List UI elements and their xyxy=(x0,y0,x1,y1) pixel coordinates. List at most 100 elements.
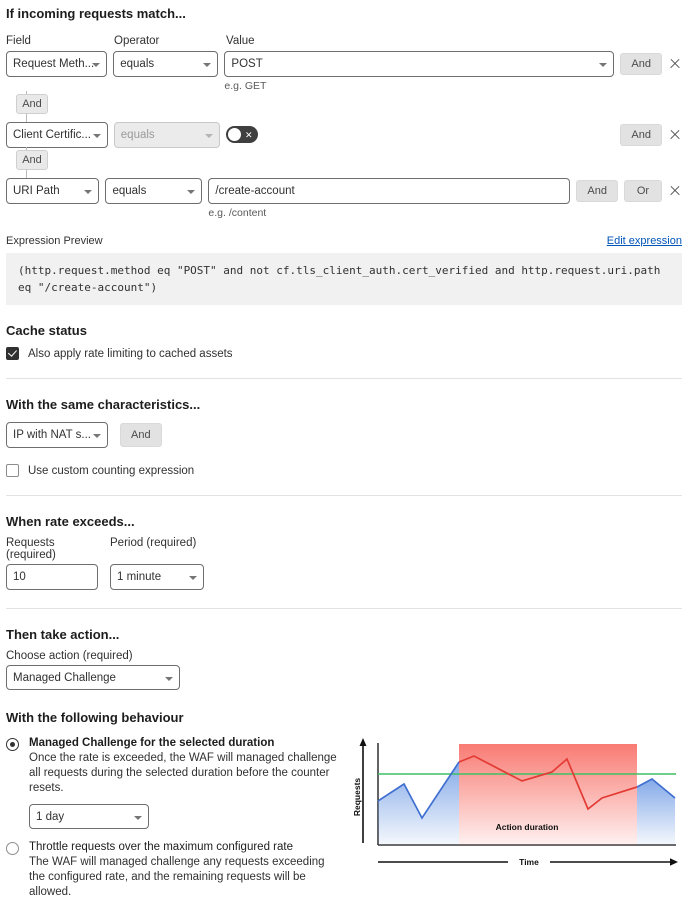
operator-select-2: equals xyxy=(113,122,220,148)
operator-select-1[interactable]: equals xyxy=(113,51,219,77)
choose-action-label: Choose action (required) xyxy=(6,650,133,662)
field-select-3[interactable]: URI Path xyxy=(6,178,100,204)
custom-counting-row[interactable]: Use custom counting expression xyxy=(6,464,682,477)
cache-checkbox[interactable] xyxy=(6,347,19,360)
cache-checkbox-label: Also apply rate limiting to cached asset… xyxy=(28,347,233,360)
behaviour-content: Managed Challenge for the selected durat… xyxy=(6,735,682,900)
period-label: Period (required) xyxy=(110,537,197,549)
value-input-3[interactable]: /create-account xyxy=(208,178,571,204)
choose-action-select[interactable]: Managed Challenge xyxy=(6,665,180,690)
value-toggle-2[interactable]: ✕ xyxy=(225,126,258,143)
field-select-2[interactable]: Client Certific... xyxy=(6,122,108,148)
requests-input[interactable]: 10 xyxy=(6,564,98,590)
y-axis-arrowhead xyxy=(359,738,367,746)
row-actions-1: And xyxy=(620,51,682,77)
rule-row-1: Request Meth... equals POST e.g. GET And xyxy=(6,51,682,92)
chevron-down-icon xyxy=(134,815,142,820)
value-hint-1: e.g. GET xyxy=(224,80,267,92)
rule-row-2: Client Certific... equals ✕ And xyxy=(6,122,682,148)
behaviour-option-2[interactable]: Throttle requests over the maximum confi… xyxy=(6,841,346,900)
period-select-value: 1 minute xyxy=(117,571,162,583)
chevron-down-icon xyxy=(92,134,101,138)
field-select-3-value: URI Path xyxy=(13,185,60,197)
characteristics-row: IP with NAT s... And xyxy=(6,422,682,448)
rate-limit-illustration-svg: Requests Action du xyxy=(352,738,678,869)
behaviour-option-1-body: Managed Challenge for the selected durat… xyxy=(29,737,341,829)
value-select-1-value: POST xyxy=(231,58,263,70)
characteristics-title: With the same characteristics... xyxy=(6,397,201,412)
connector-and-button-2[interactable]: And xyxy=(16,150,48,170)
divider-1 xyxy=(6,378,682,379)
action-duration-chart: Requests Action du xyxy=(352,735,682,900)
close-icon[interactable] xyxy=(668,128,682,142)
behaviour-option-1[interactable]: Managed Challenge for the selected durat… xyxy=(6,737,346,829)
characteristics-and-button[interactable]: And xyxy=(120,423,162,447)
chevron-down-icon xyxy=(203,63,212,67)
divider-3 xyxy=(6,608,682,609)
chevron-down-icon xyxy=(187,190,196,194)
period-select[interactable]: 1 minute xyxy=(110,564,204,590)
connector-and-button-1[interactable]: And xyxy=(16,94,48,114)
x-axis-arrowhead xyxy=(670,858,678,866)
operator-select-2-value: equals xyxy=(120,129,155,141)
or-button-row-3[interactable]: Or xyxy=(624,180,662,202)
field-select-1-value: Request Meth... xyxy=(13,58,95,70)
requests-area-before xyxy=(378,762,459,845)
characteristic-select[interactable]: IP with NAT s... xyxy=(6,422,108,448)
rate-inputs: 10 1 minute xyxy=(6,564,682,590)
expression-preview-header: Expression Preview Edit expression xyxy=(6,235,682,247)
expression-preview-section: Expression Preview Edit expression (http… xyxy=(6,235,682,305)
custom-counting-checkbox[interactable] xyxy=(6,464,19,477)
and-button-row-2[interactable]: And xyxy=(620,124,662,146)
requests-input-value: 10 xyxy=(13,571,26,583)
x-axis-label: Time xyxy=(519,857,539,867)
chevron-down-icon xyxy=(189,576,197,580)
row-actions-2: And xyxy=(620,122,682,148)
toggle-knob xyxy=(227,128,241,141)
custom-counting-label: Use custom counting expression xyxy=(28,464,195,477)
rate-section: When rate exceeds... Requests (required)… xyxy=(6,514,682,590)
chevron-down-icon xyxy=(92,63,101,67)
requests-area-after xyxy=(637,779,675,845)
behaviour-option-1-desc: Once the rate is exceeded, the WAF will … xyxy=(29,752,337,794)
match-section-title: If incoming requests match... xyxy=(6,6,186,21)
value-select-1[interactable]: POST xyxy=(224,51,615,77)
behaviour-radio-2[interactable] xyxy=(6,842,19,855)
and-button-row-1[interactable]: And xyxy=(620,53,662,75)
behaviour-option-2-title: Throttle requests over the maximum confi… xyxy=(29,841,293,853)
characteristic-select-value: IP with NAT s... xyxy=(13,429,91,441)
expression-preview-text: (http.request.method eq "POST" and not c… xyxy=(6,253,682,305)
operator-select-3[interactable]: equals xyxy=(105,178,203,204)
cache-status-section: Cache status Also apply rate limiting to… xyxy=(6,323,682,360)
cache-checkbox-row[interactable]: Also apply rate limiting to cached asset… xyxy=(6,347,682,360)
behaviour-option-1-title: Managed Challenge for the selected durat… xyxy=(29,737,275,749)
value-hint-3: e.g. /content xyxy=(208,207,267,219)
row-actions-3: And Or xyxy=(576,178,682,204)
close-icon[interactable] xyxy=(668,57,682,71)
chevron-down-icon xyxy=(93,434,101,438)
close-icon[interactable] xyxy=(668,184,682,198)
edit-expression-link[interactable]: Edit expression xyxy=(606,235,682,247)
connector-and-1: And xyxy=(6,91,682,125)
choose-action-value: Managed Challenge xyxy=(13,671,116,684)
behaviour-title: With the following behaviour xyxy=(6,710,184,725)
behaviour-section: With the following behaviour Managed Cha… xyxy=(6,710,682,900)
expression-preview-label: Expression Preview xyxy=(6,235,103,247)
requests-line-after xyxy=(636,777,676,799)
action-duration-region xyxy=(459,744,637,845)
requests-label: Requests (required) xyxy=(6,537,56,561)
column-headers: Field Operator Value xyxy=(6,35,682,47)
column-header-value: Value xyxy=(226,35,255,47)
operator-select-1-value: equals xyxy=(120,58,155,70)
field-select-1[interactable]: Request Meth... xyxy=(6,51,108,77)
rule-row-3: URI Path equals /create-account e.g. /co… xyxy=(6,178,682,219)
and-button-row-3[interactable]: And xyxy=(576,180,618,202)
behaviour-option-2-desc: The WAF will managed challenge any reque… xyxy=(29,856,325,898)
behaviour-radio-1[interactable] xyxy=(6,738,19,751)
duration-select[interactable]: 1 day xyxy=(29,804,149,829)
duration-select-value: 1 day xyxy=(36,810,65,823)
action-duration-annotation: Action duration xyxy=(496,822,559,832)
x-axis-label-bg xyxy=(508,855,550,869)
divider-2 xyxy=(6,495,682,496)
